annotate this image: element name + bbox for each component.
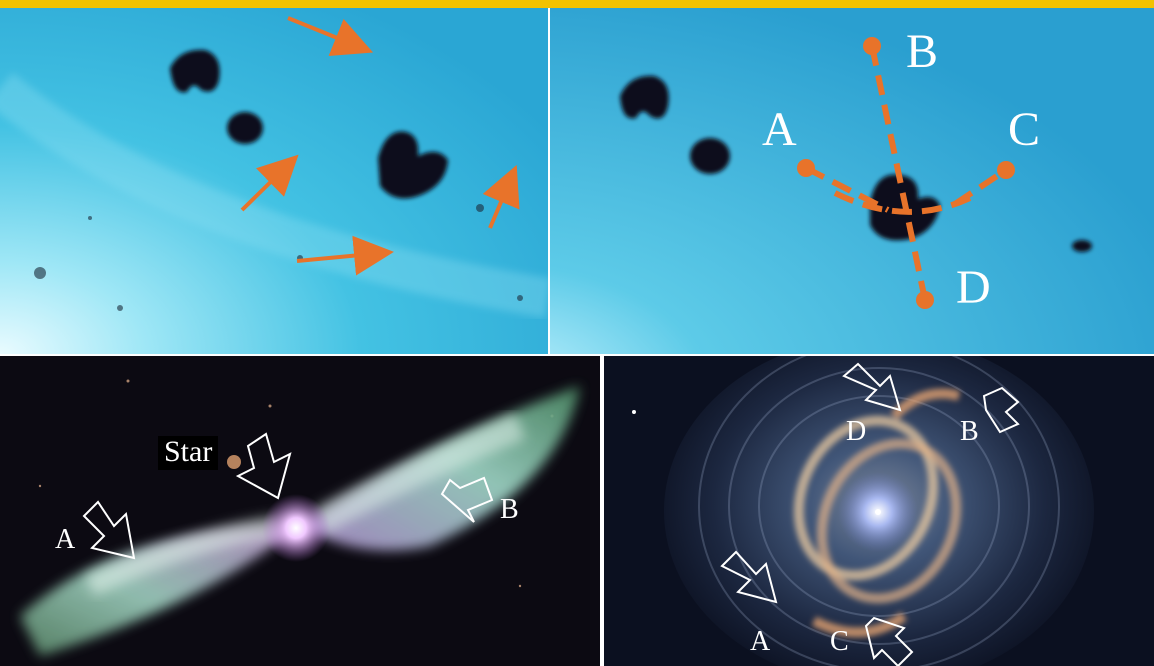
dark-knots: [170, 49, 448, 199]
label-b: B: [906, 25, 939, 78]
label-c: C: [830, 626, 849, 657]
star-label: Star: [158, 436, 219, 470]
label-d: D: [846, 416, 867, 447]
label-c: C: [1008, 103, 1041, 156]
panel-top-left: [0, 8, 548, 354]
top-accent-bar: [0, 0, 1154, 8]
panel-bottom-left: Star A B: [0, 356, 600, 666]
label-b: B: [960, 416, 979, 447]
label-d: D: [956, 261, 991, 314]
annotation-dots: [797, 37, 1015, 309]
outline-arrows-right: [720, 362, 1020, 666]
cats-eye-nebula-image: [604, 356, 1154, 666]
dashed-annotation-lines: [804, 45, 1008, 301]
cyan-nebula-image-left: [0, 8, 548, 354]
label-b: B: [500, 494, 519, 525]
panel-top-right: A B C D: [550, 8, 1154, 354]
label-a: A: [55, 524, 76, 555]
label-a: A: [762, 103, 797, 156]
label-a: A: [750, 626, 771, 657]
panel-bottom-right: A B C D: [604, 356, 1154, 666]
outline-arrows: [82, 432, 494, 560]
cyan-nebula-image-right: [550, 8, 1154, 354]
central-star: [262, 494, 330, 562]
butterfly-nebula-image: [0, 356, 600, 666]
orange-arrows: [240, 16, 520, 276]
